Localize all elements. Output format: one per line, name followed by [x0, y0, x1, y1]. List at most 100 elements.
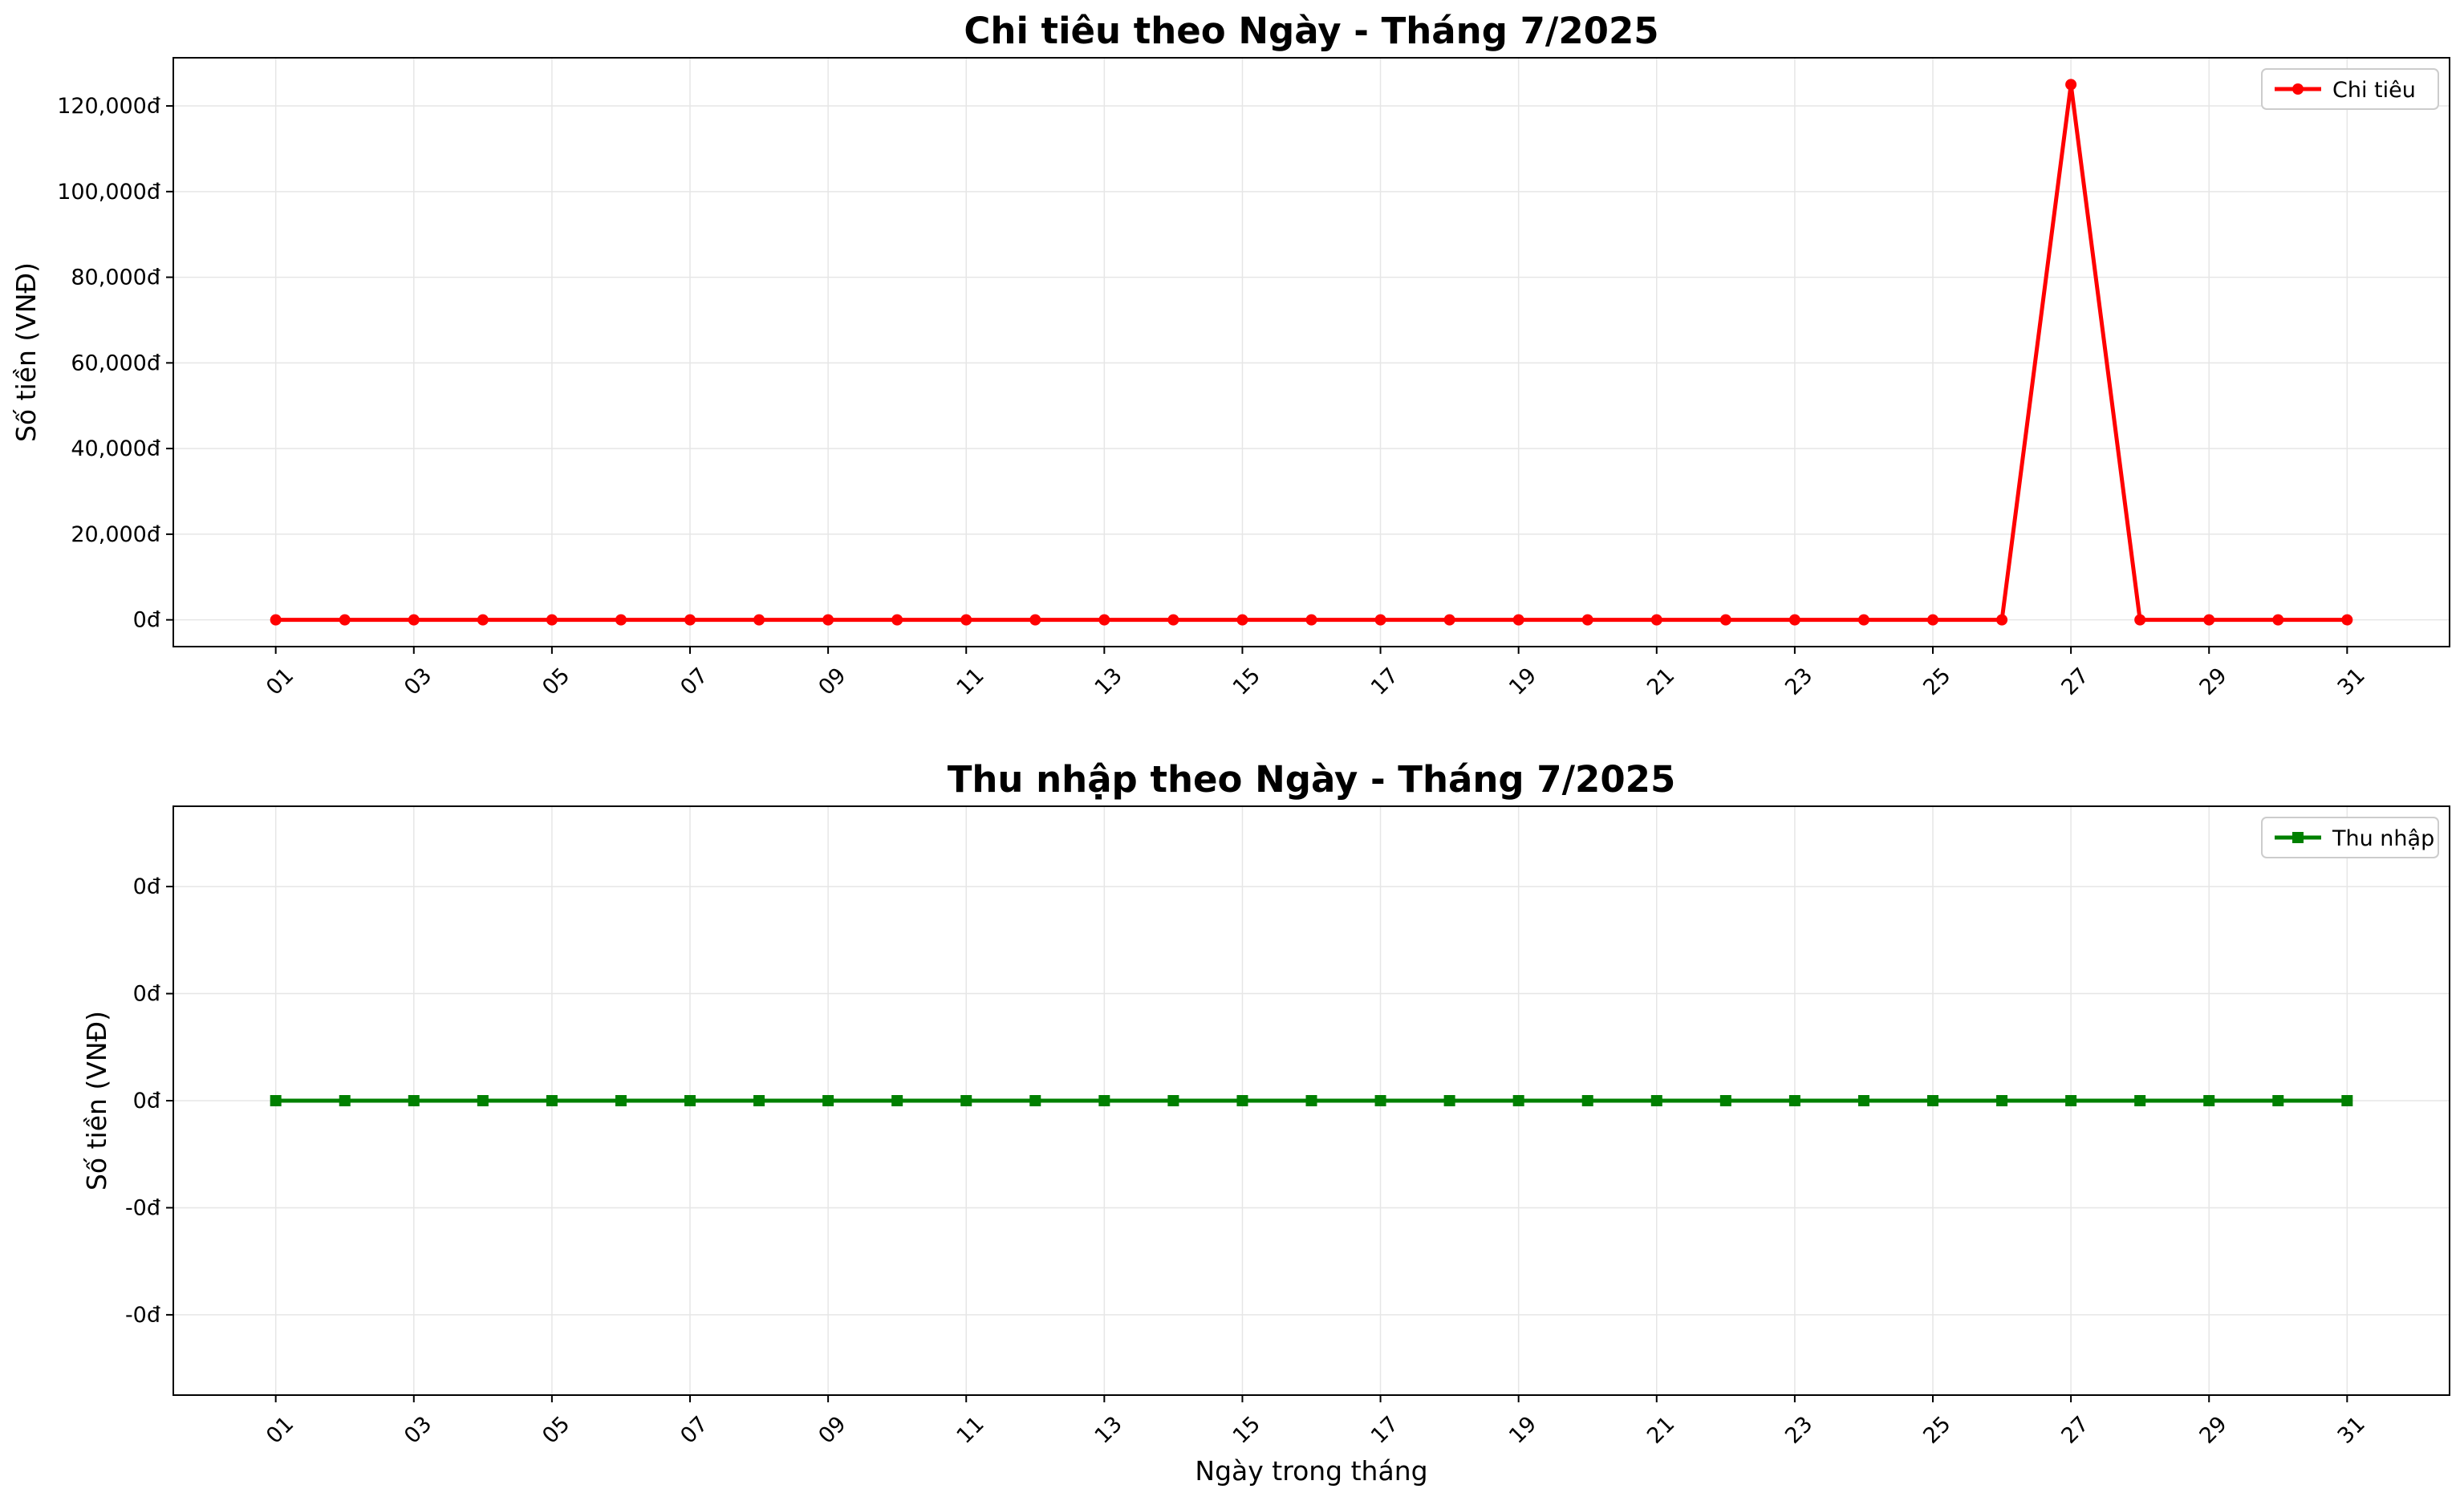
x-tick-label: 19: [1504, 663, 1541, 700]
chart-panel-2: -0đ -0đ 0đ 0đ 0đ 01 03 05 07 09 11 13 15 17 19 21 23 25 27…: [81, 758, 2450, 1487]
data-point: [1098, 614, 1110, 626]
x-tick-label: 13: [1090, 663, 1127, 700]
data-point: [2272, 614, 2284, 626]
data-point: [1374, 614, 1386, 626]
data-point: [2341, 1095, 2353, 1106]
x-tick-label: 23: [1780, 1412, 1817, 1449]
data-point: [1167, 614, 1179, 626]
data-point: [1236, 614, 1248, 626]
x-tick-label: 29: [2195, 1412, 2232, 1449]
data-point: [339, 614, 351, 626]
chart-panel-1: 0đ 20,000đ 40,000đ 60,000đ 80,000đ 100,000đ 12…: [10, 10, 2450, 700]
data-point: [1443, 614, 1455, 626]
x-tick-label: 07: [676, 1412, 712, 1449]
x-tick-label: 31: [2333, 663, 2370, 700]
x-tick-label: 11: [952, 663, 989, 700]
data-point: [1927, 1095, 1939, 1106]
chart-title: Chi tiêu theo Ngày - Tháng 7/2025: [964, 10, 1658, 52]
x-tick-label: 05: [538, 663, 574, 700]
x-tick-label: 27: [2056, 1412, 2093, 1449]
x-tick-label: 19: [1504, 1412, 1541, 1449]
data-point: [339, 1095, 351, 1106]
x-tick-label: 25: [1918, 1412, 1955, 1449]
data-point: [1996, 614, 2008, 626]
data-point: [1719, 614, 1731, 626]
data-point: [615, 614, 627, 626]
data-point: [2065, 1095, 2077, 1106]
data-point: [2203, 1095, 2215, 1106]
data-point: [1029, 614, 1041, 626]
data-point: [1788, 614, 1800, 626]
x-tick-label: 09: [814, 1412, 850, 1449]
legend-label: Thu nhập: [2332, 826, 2434, 851]
data-point: [960, 614, 972, 626]
y-tick-label: 0đ: [133, 1089, 160, 1114]
x-tick-label: 05: [538, 1412, 574, 1449]
data-point: [2272, 1095, 2284, 1106]
x-tick-label: 11: [952, 1412, 989, 1449]
data-point: [822, 614, 834, 626]
data-point: [1857, 1095, 1869, 1106]
y-tick-label: 120,000đ: [57, 94, 160, 119]
data-point: [2134, 614, 2146, 626]
x-tick-label: 25: [1918, 663, 1955, 700]
y-axis-label: Số tiền (VNĐ): [10, 262, 42, 442]
data-point: [822, 1095, 834, 1106]
y-tick-label: 40,000đ: [71, 436, 160, 461]
x-tick-label: 15: [1228, 1412, 1265, 1449]
x-tick-label: 15: [1228, 663, 1265, 700]
data-point: [477, 614, 489, 626]
y-tick-label: -0đ: [125, 1303, 160, 1328]
data-point: [1374, 1095, 1386, 1106]
legend-box: [2261, 817, 2439, 858]
legend: Thu nhập: [2261, 817, 2439, 858]
data-point: [1167, 1095, 1179, 1106]
x-tick-label: 13: [1090, 1412, 1127, 1449]
data-point: [1927, 614, 1939, 626]
data-point: [1650, 614, 1662, 626]
data-point: [891, 1095, 903, 1106]
legend-box: [2261, 68, 2439, 110]
data-point: [1512, 1095, 1524, 1106]
data-point: [1719, 1095, 1731, 1106]
y-tick-label: 20,000đ: [71, 522, 160, 547]
x-tick-label: 31: [2333, 1412, 2370, 1449]
data-point: [1443, 1095, 1455, 1106]
x-tick-label: 03: [400, 1412, 436, 1449]
y-axis-label: Số tiền (VNĐ): [81, 1011, 112, 1191]
x-tick-label: 09: [814, 663, 850, 700]
data-point: [546, 1095, 558, 1106]
y-tick-label: 80,000đ: [71, 266, 160, 290]
x-tick-label: 03: [400, 663, 436, 700]
data-point: [684, 614, 696, 626]
y-tick-label: 60,000đ: [71, 351, 160, 375]
x-tick-label: 07: [676, 663, 712, 700]
data-point: [2134, 1095, 2146, 1106]
data-point: [408, 614, 420, 626]
data-point: [753, 1095, 765, 1106]
data-point: [1996, 1095, 2008, 1106]
legend-marker: [2292, 832, 2304, 843]
x-tick-label: 27: [2056, 663, 2093, 700]
legend: Chi tiêu: [2261, 68, 2439, 110]
y-tick-label: 100,000đ: [57, 180, 160, 205]
data-point: [960, 1095, 972, 1106]
x-tick-label: 21: [1642, 1412, 1679, 1449]
x-tick-label: 17: [1366, 1412, 1403, 1449]
data-point: [270, 614, 282, 626]
y-tick-label: -0đ: [125, 1195, 160, 1220]
data-point: [408, 1095, 420, 1106]
x-axis-label: Ngày trong tháng: [1195, 1455, 1427, 1487]
data-point: [1305, 1095, 1317, 1106]
x-tick-label: 17: [1366, 663, 1403, 700]
data-point: [2341, 614, 2353, 626]
y-tick-label: 0đ: [133, 982, 160, 1007]
data-point: [270, 1095, 282, 1106]
data-point: [1236, 1095, 1248, 1106]
x-tick-label: 29: [2195, 663, 2232, 700]
x-tick-label: 23: [1780, 663, 1817, 700]
data-point: [1029, 1095, 1041, 1106]
data-point: [1581, 614, 1593, 626]
data-point: [684, 1095, 696, 1106]
data-point: [1857, 614, 1869, 626]
